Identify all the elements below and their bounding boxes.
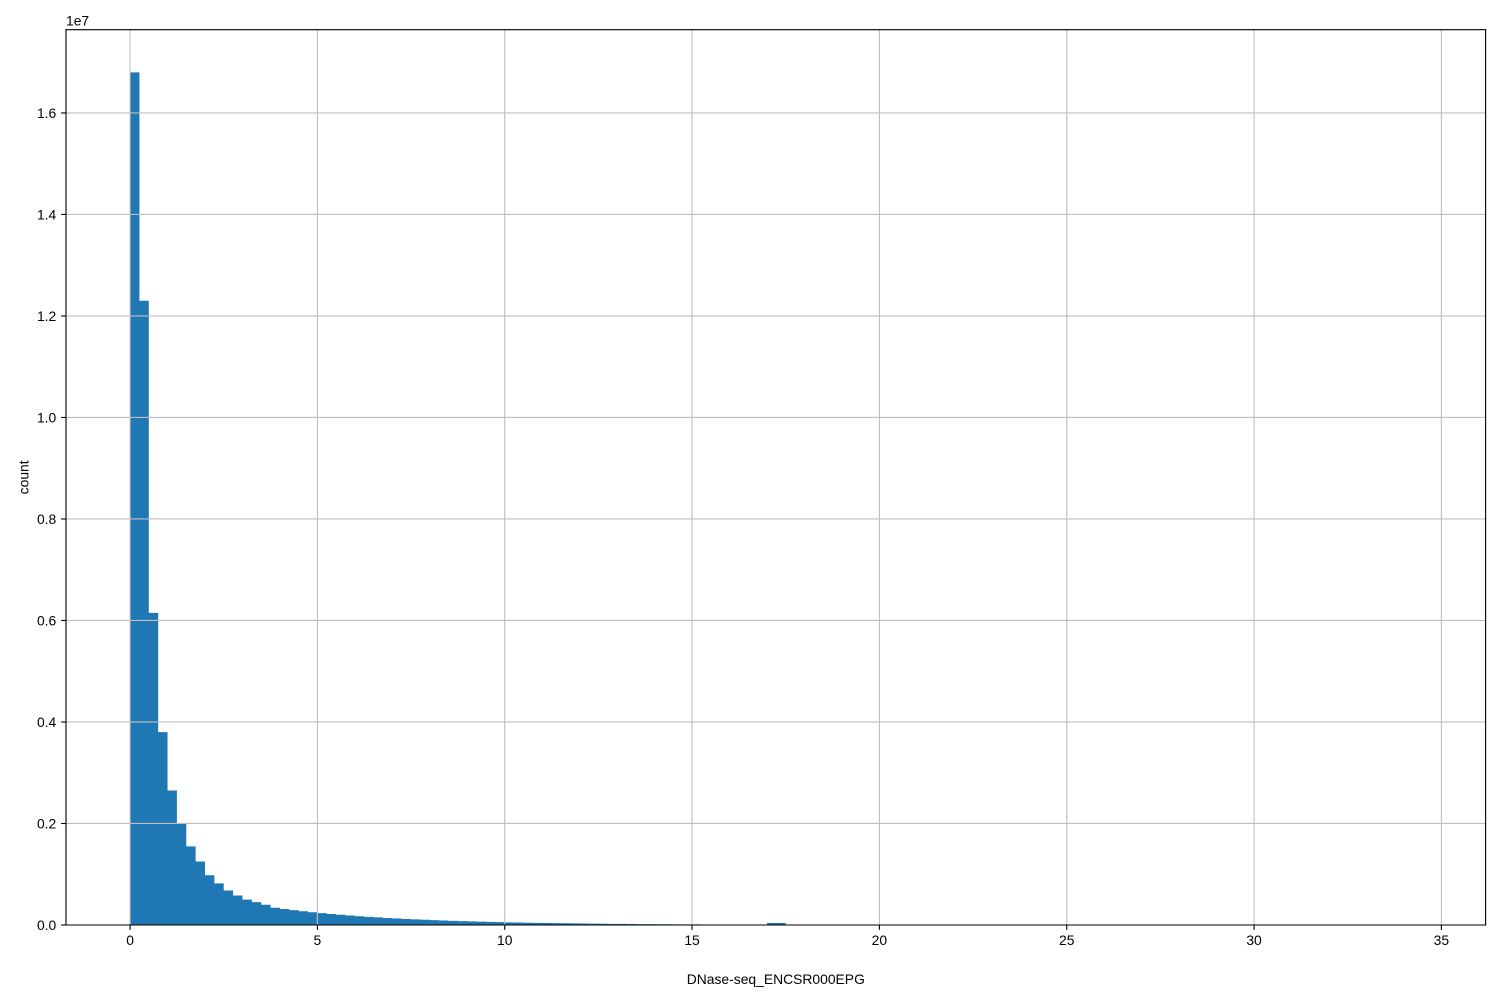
svg-text:1.0: 1.0	[37, 409, 57, 425]
svg-text:20: 20	[872, 932, 888, 948]
svg-text:1e7: 1e7	[66, 13, 89, 29]
svg-text:0.0: 0.0	[37, 917, 57, 933]
svg-text:0.8: 0.8	[37, 511, 57, 527]
svg-text:count: count	[16, 460, 32, 494]
svg-text:DNase-seq_ENCSR000EPG: DNase-seq_ENCSR000EPG	[687, 971, 865, 987]
svg-text:35: 35	[1434, 932, 1450, 948]
svg-text:15: 15	[684, 932, 700, 948]
svg-text:0: 0	[126, 932, 134, 948]
svg-text:0.2: 0.2	[37, 816, 57, 832]
svg-text:5: 5	[314, 932, 322, 948]
svg-text:0.4: 0.4	[37, 714, 57, 730]
svg-text:1.4: 1.4	[37, 206, 57, 222]
svg-text:0.6: 0.6	[37, 613, 57, 629]
svg-text:25: 25	[1059, 932, 1075, 948]
svg-text:30: 30	[1246, 932, 1262, 948]
svg-text:1.2: 1.2	[37, 308, 57, 324]
svg-text:10: 10	[497, 932, 513, 948]
svg-text:1.6: 1.6	[37, 105, 57, 121]
